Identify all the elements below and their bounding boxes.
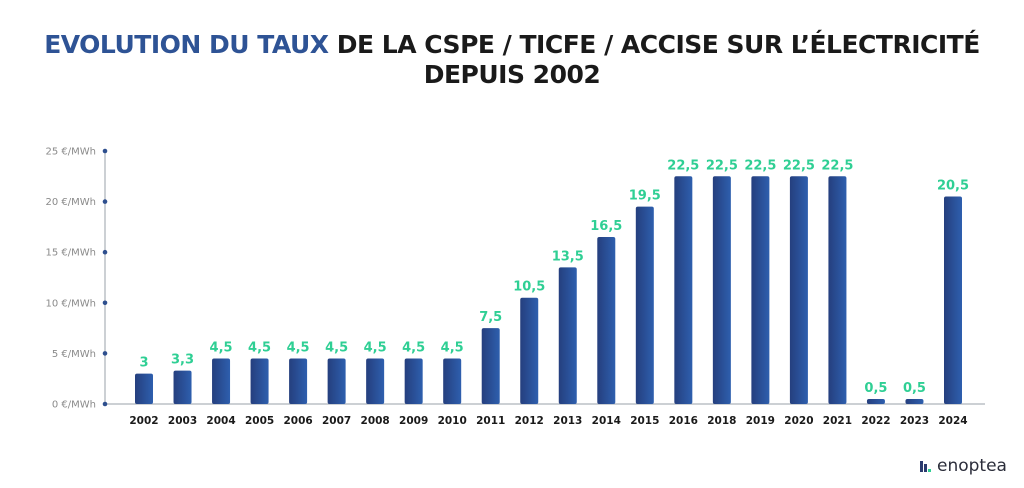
bar	[674, 176, 693, 404]
x-tick-label: 2010	[438, 415, 467, 427]
bar	[443, 358, 462, 404]
y-tick-dot	[102, 148, 108, 154]
x-tick-label: 2020	[784, 415, 813, 427]
logo-text: enoptea	[937, 456, 1007, 476]
y-tick-dot	[102, 351, 108, 356]
enoptea-logo: enoptea	[920, 456, 1007, 476]
data-label: 4,5	[287, 340, 310, 355]
data-label: 22,5	[783, 158, 815, 173]
title-line2: DEPUIS 2002	[423, 60, 601, 89]
x-tick-label: 2009	[399, 415, 428, 427]
data-label: 0,5	[903, 381, 926, 396]
x-tick-label: 2014	[592, 415, 621, 427]
data-label: 22,5	[667, 158, 699, 173]
x-tick-label: 2011	[476, 415, 505, 427]
data-label: 10,5	[513, 280, 545, 295]
y-tick-label: 25 €/MWh	[46, 147, 97, 158]
bar	[712, 176, 731, 404]
chart-title: EVOLUTION DU TAUX DE LA CSPE / TICFE / A…	[0, 30, 1024, 90]
x-tick-label: 2003	[168, 415, 197, 427]
data-label: 20,5	[937, 179, 969, 194]
y-tick-label: 5 €/MWh	[52, 349, 96, 360]
y-tick-label: 15 €/MWh	[46, 248, 97, 259]
data-label: 4,5	[364, 340, 387, 355]
x-tick-label: 2006	[283, 415, 312, 427]
x-tick-label: 2015	[630, 415, 659, 427]
bar	[751, 176, 770, 404]
bar	[828, 176, 847, 404]
x-tick-label: 2021	[823, 415, 852, 427]
data-label: 3,3	[171, 353, 194, 368]
bar	[481, 328, 500, 404]
data-label: 22,5	[821, 158, 853, 173]
y-tick-dot	[102, 300, 108, 306]
x-tick-label: 2022	[861, 415, 890, 427]
bar	[327, 358, 346, 404]
x-tick-label: 2023	[900, 415, 929, 427]
x-tick-label: 2016	[669, 415, 698, 427]
bar	[250, 358, 269, 404]
bar	[366, 358, 385, 404]
x-tick-label: 2004	[206, 415, 235, 427]
y-tick-label: 0 €/MWh	[52, 400, 96, 411]
x-tick-label: 2013	[553, 415, 582, 427]
y-tick-label: 10 €/MWh	[46, 298, 97, 309]
data-label: 4,5	[210, 340, 233, 355]
x-tick-label: 2024	[938, 415, 967, 427]
data-label: 0,5	[864, 381, 887, 396]
x-tick-label: 2002	[129, 415, 158, 427]
bar	[289, 358, 308, 404]
bar	[789, 176, 808, 404]
data-label: 13,5	[552, 249, 584, 264]
x-tick-label: 2005	[245, 415, 274, 427]
x-tick-label: 2008	[361, 415, 390, 427]
bar	[905, 398, 924, 404]
bar	[866, 398, 885, 404]
bar	[520, 297, 539, 404]
bar	[558, 267, 577, 404]
title-highlight: EVOLUTION DU TAUX	[44, 30, 329, 59]
bar	[212, 358, 231, 404]
bar	[597, 237, 616, 404]
logo-bars-icon	[920, 461, 931, 472]
y-tick-dot	[102, 249, 108, 255]
x-tick-label: 2018	[707, 415, 736, 427]
y-tick-dot	[102, 401, 108, 407]
data-label: 4,5	[325, 340, 348, 355]
title-line1: DE LA CSPE / TICFE / ACCISE SUR L’ÉLECTR…	[328, 30, 981, 59]
data-label: 16,5	[590, 219, 622, 234]
data-label: 19,5	[629, 189, 661, 204]
bar	[635, 206, 654, 404]
bar	[173, 370, 192, 404]
bar	[404, 358, 423, 404]
x-tick-label: 2012	[515, 415, 544, 427]
data-label: 3	[139, 356, 148, 371]
bar	[944, 196, 962, 404]
x-tick-label: 2007	[322, 415, 351, 427]
data-label: 4,5	[248, 340, 271, 355]
data-label: 7,5	[479, 310, 502, 325]
y-tick-dot	[102, 199, 108, 204]
y-tick-label: 20 €/MWh	[46, 197, 97, 208]
data-label: 4,5	[402, 340, 425, 355]
data-label: 22,5	[744, 158, 776, 173]
data-label: 4,5	[441, 340, 464, 355]
x-tick-label: 2019	[746, 415, 775, 427]
bar	[135, 373, 153, 404]
data-label: 22,5	[706, 158, 738, 173]
